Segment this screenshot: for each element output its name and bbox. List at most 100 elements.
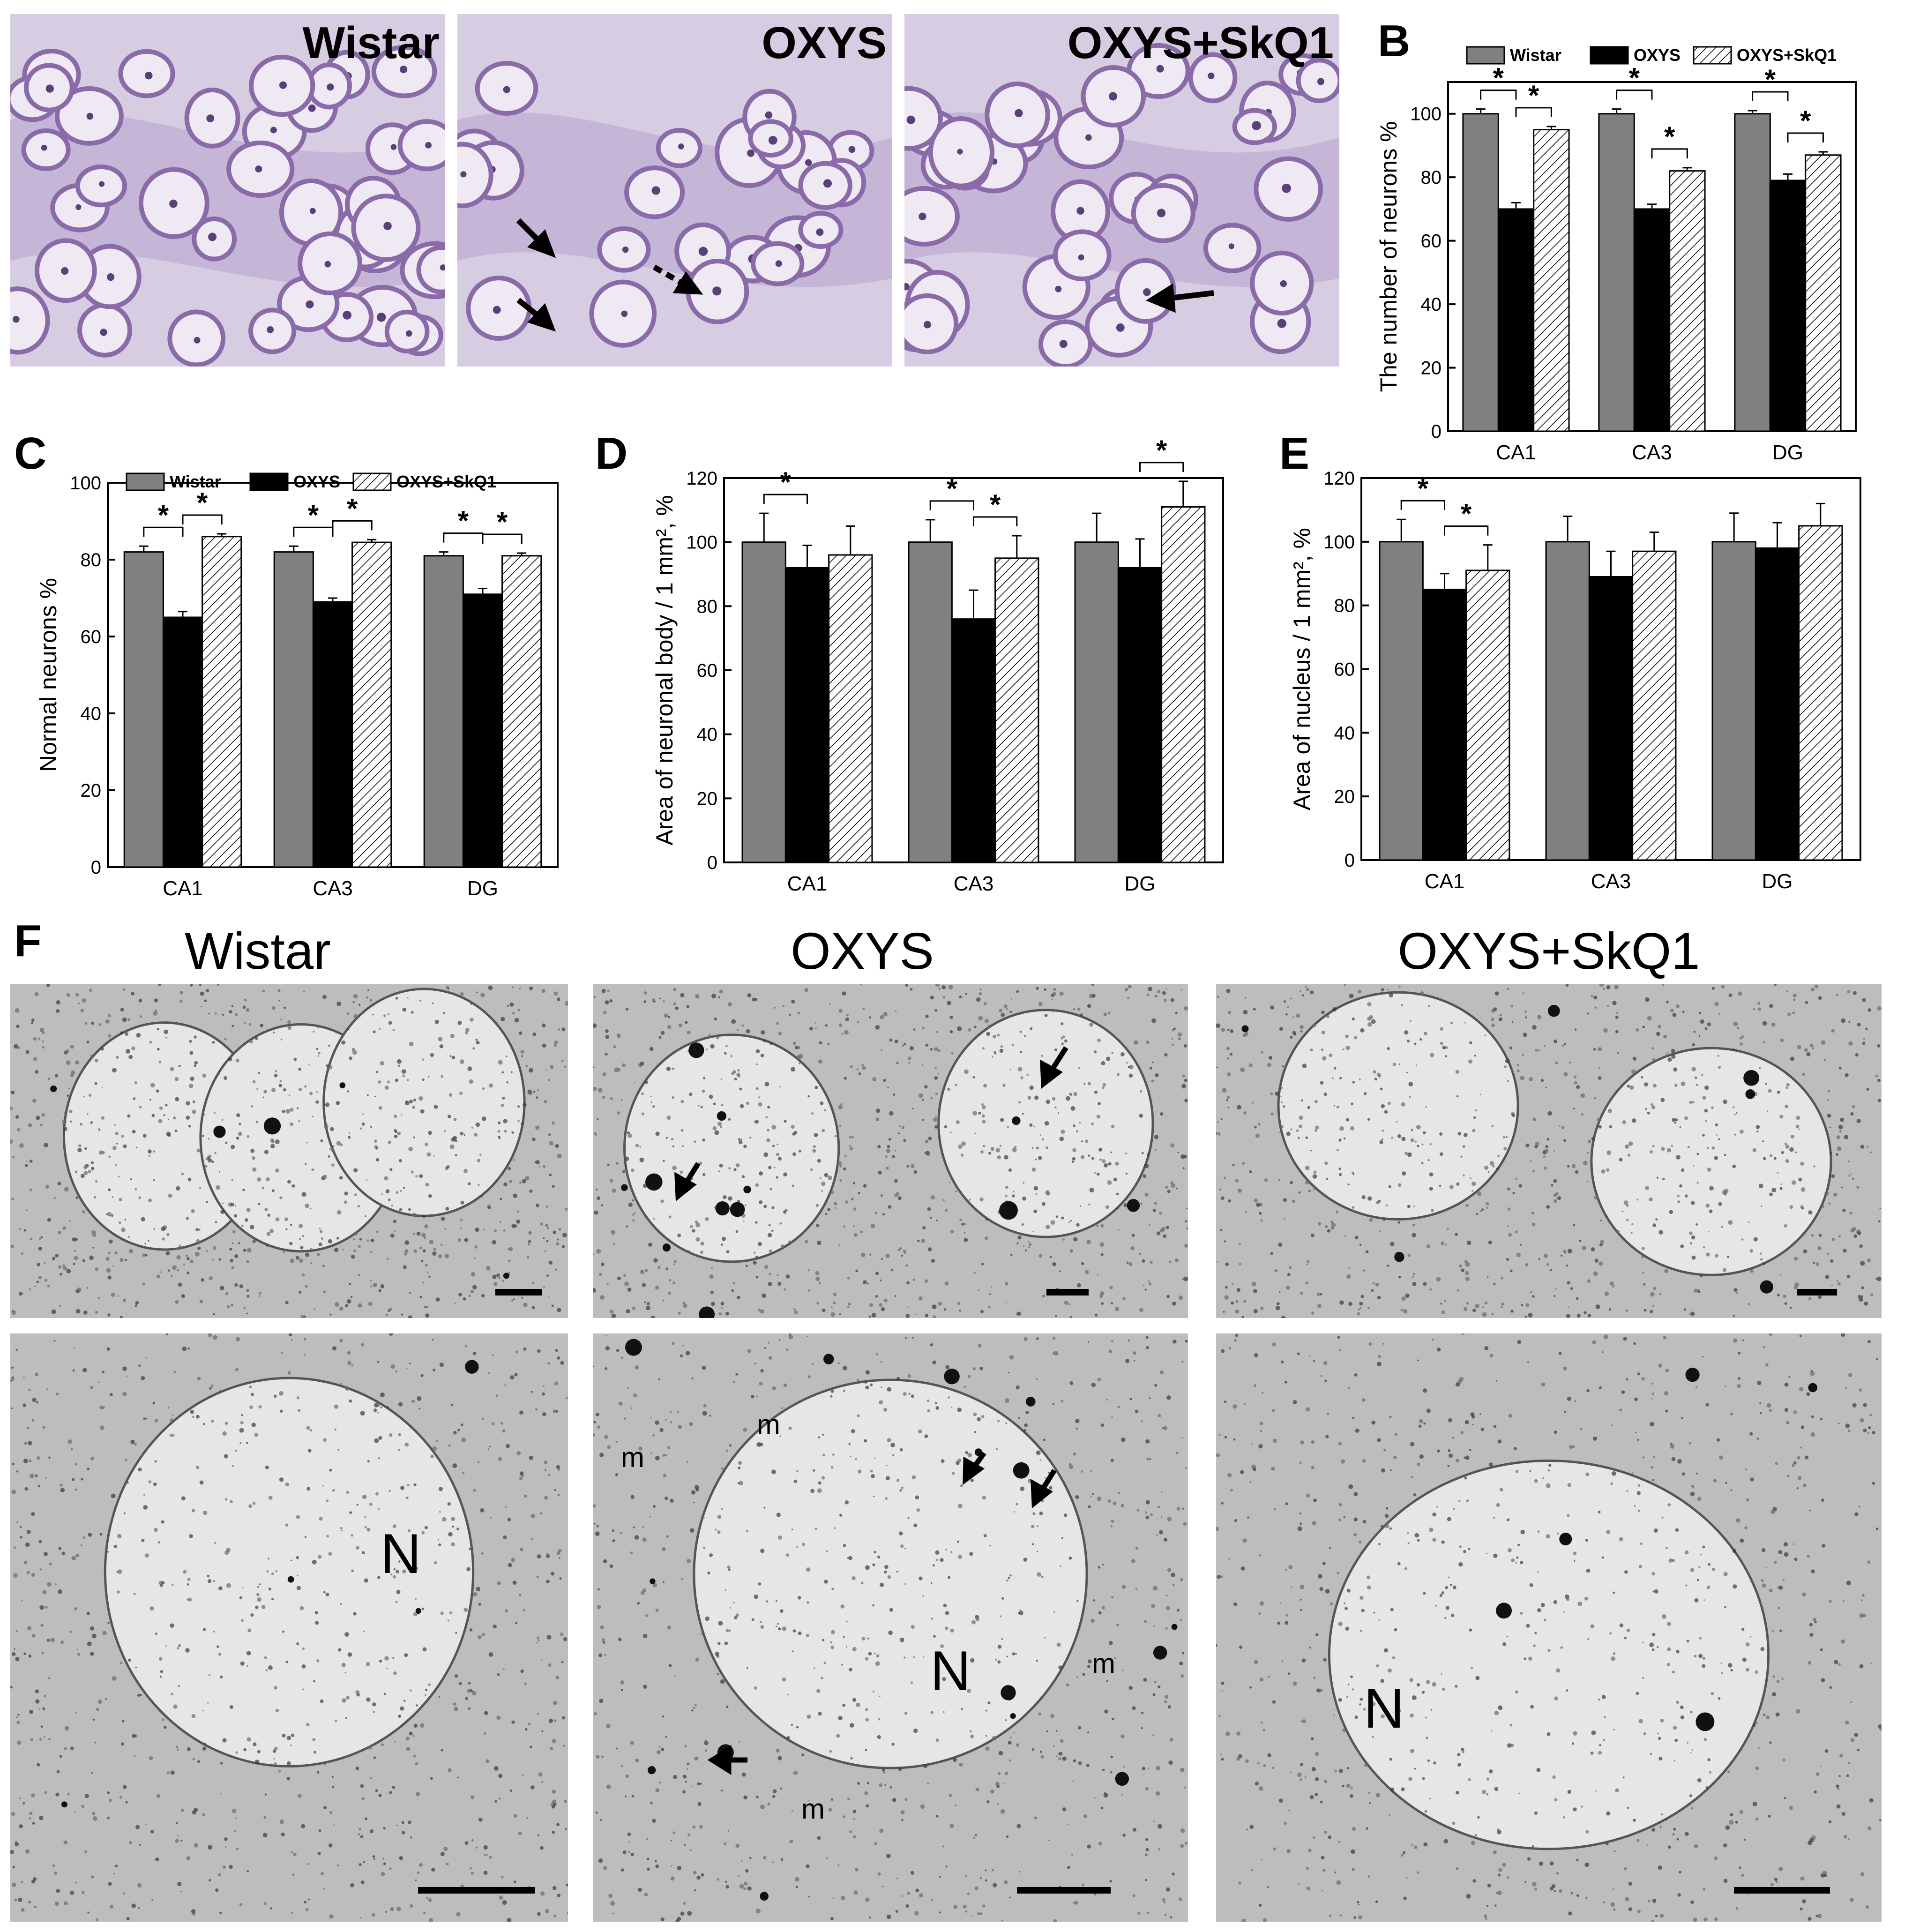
nucleolus — [805, 159, 812, 166]
significance-bracket — [1651, 148, 1688, 158]
nucleolus — [1059, 340, 1068, 348]
nucleolus — [377, 313, 386, 322]
nucleolus — [906, 115, 915, 124]
nucleus-label: N — [1364, 1677, 1404, 1740]
nucleolus — [194, 337, 201, 344]
nucleolus — [1078, 254, 1084, 261]
dark-granule — [1025, 1397, 1036, 1407]
dark-granule — [213, 1125, 226, 1138]
nucleolus — [41, 144, 47, 151]
nucleolus — [405, 330, 412, 337]
dark-granule — [1743, 1070, 1760, 1086]
significance-star: * — [1156, 434, 1167, 466]
y-tick-label: 100 — [70, 473, 101, 494]
y-axis-label: Normal neurons % — [35, 578, 61, 772]
micrograph-label-wistar: Wistar — [302, 18, 440, 68]
nucleolus — [306, 300, 314, 309]
bar — [123, 551, 164, 868]
x-tick-label: DG — [1772, 441, 1803, 464]
bar — [951, 618, 996, 863]
nucleus — [1328, 1460, 1770, 1850]
panel-letter-f: F — [14, 916, 42, 966]
significance-star: * — [1629, 62, 1640, 94]
dark-granule — [1548, 1004, 1560, 1017]
y-tick-label: 0 — [1344, 850, 1355, 871]
nucleolus — [13, 315, 20, 323]
bar — [1755, 547, 1800, 861]
dark-granule — [999, 1201, 1018, 1220]
dark-granule — [743, 1185, 751, 1194]
nucleolus — [75, 204, 82, 210]
nucleolus — [145, 72, 153, 80]
significance-star: * — [308, 499, 319, 531]
nucleolus — [106, 273, 115, 281]
em-image-oxys-high: m m m m N — [593, 1333, 1188, 1922]
panel-letter-d: D — [595, 428, 628, 479]
bar — [908, 541, 953, 863]
dark-granule — [717, 1744, 734, 1761]
nucleolus — [309, 208, 316, 214]
bar — [202, 536, 242, 868]
bar — [351, 541, 392, 868]
significance-star: * — [990, 489, 1001, 520]
bar — [1632, 550, 1677, 861]
legend-label: OXYS+SkQ1 — [396, 472, 496, 491]
y-tick-label: 120 — [686, 468, 717, 489]
nucleolus — [279, 81, 287, 89]
dark-granule — [974, 1448, 983, 1456]
dark-granule — [415, 1608, 421, 1614]
legend-label: Wistar — [170, 472, 221, 491]
nucleolus — [651, 186, 660, 195]
em-texture — [1216, 984, 1882, 1318]
micrograph-wistar: Wistar — [10, 14, 445, 367]
y-tick-label: 0 — [707, 853, 717, 873]
dark-granule — [1010, 1713, 1016, 1719]
panel-letter-e: E — [1279, 428, 1310, 479]
significance-star: * — [1418, 472, 1429, 504]
nucleolus — [440, 264, 445, 271]
significance-bracket — [1480, 90, 1517, 100]
significance-bracket — [1752, 91, 1789, 101]
dark-granule — [717, 1111, 727, 1121]
significance-star: * — [1800, 105, 1811, 136]
histology-stain-image — [10, 14, 445, 367]
nucleolus — [100, 329, 107, 336]
dark-granule — [1115, 1772, 1129, 1786]
significance-bracket — [182, 514, 223, 525]
dark-granule — [339, 1082, 346, 1088]
legend-swatch — [249, 472, 289, 491]
bar — [312, 601, 353, 868]
nucleolus — [324, 261, 331, 268]
significance-star: * — [1765, 64, 1776, 95]
nucleolus — [460, 171, 467, 178]
significance-star: * — [497, 506, 508, 538]
micrograph-label-oxys-skq1: OXYS+SkQ1 — [1067, 18, 1334, 68]
y-tick-label: 40 — [1421, 294, 1442, 315]
nucleolus — [390, 144, 397, 150]
y-axis-label: The number of neurons % — [1375, 121, 1402, 392]
nucleolus — [400, 66, 408, 74]
mitochondrion-label: m — [757, 1409, 780, 1440]
em-texture — [593, 984, 1188, 1318]
nucleolus — [1076, 207, 1084, 215]
neuron-cell — [10, 286, 50, 355]
bar — [1074, 541, 1119, 863]
y-axis-label: Area of nucleus / 1 mm², % — [1289, 528, 1315, 810]
nucleus-label: N — [381, 1522, 421, 1585]
plot-frame — [107, 482, 559, 868]
nucleolus — [1085, 134, 1092, 141]
dark-granule — [50, 1085, 57, 1093]
em-image-oxys-low — [593, 984, 1188, 1318]
x-tick-label: CA3 — [954, 872, 994, 895]
significance-bracket — [1515, 107, 1552, 117]
y-tick-label: 100 — [1323, 532, 1355, 553]
nucleolus — [169, 199, 178, 208]
bar — [1588, 576, 1634, 861]
dark-granule — [1241, 1025, 1249, 1033]
significance-star: * — [780, 466, 792, 498]
x-tick-label: DG — [1762, 870, 1793, 893]
significance-bracket — [929, 500, 974, 510]
legend-swatch — [1693, 46, 1732, 65]
bar — [741, 541, 786, 863]
nucleolus — [1116, 323, 1125, 332]
